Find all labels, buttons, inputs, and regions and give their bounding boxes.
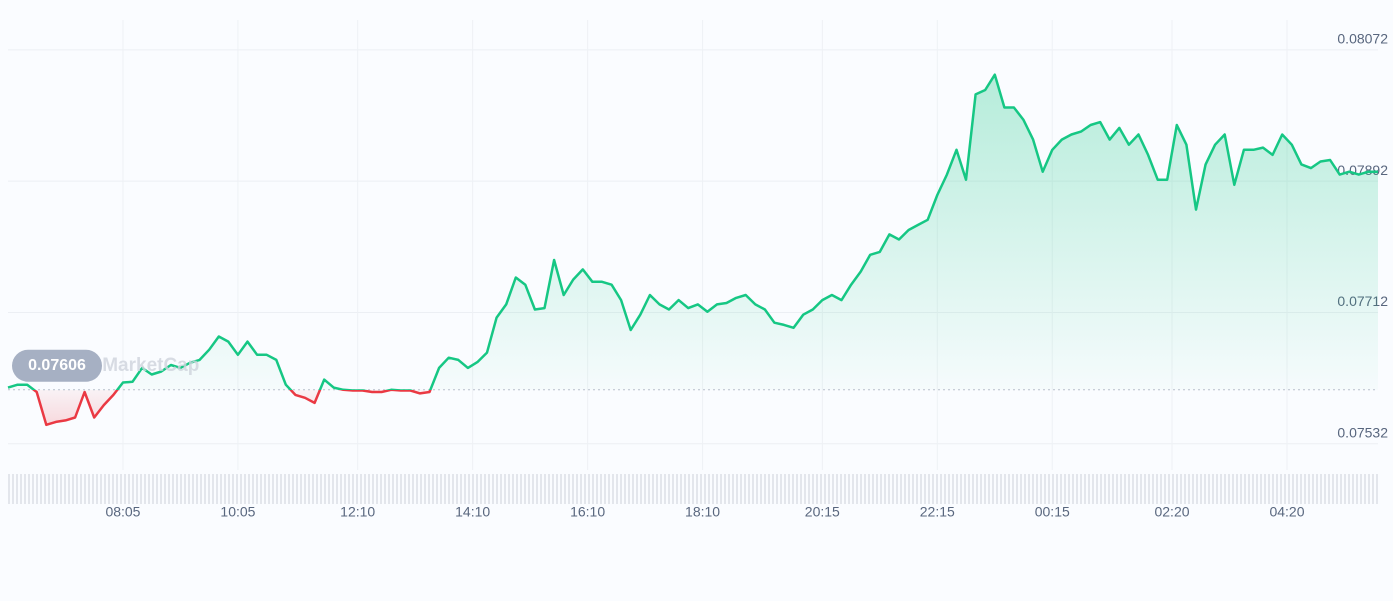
- x-tick-label: 16:10: [570, 504, 605, 520]
- x-tick-label: 22:15: [920, 504, 955, 520]
- x-tick-label: 18:10: [685, 504, 720, 520]
- x-tick-label: 14:10: [455, 504, 490, 520]
- x-tick-label: 10:05: [220, 504, 255, 520]
- x-tick-label: 04:20: [1269, 504, 1304, 520]
- price-line: [7, 73, 1378, 427]
- reference-label: 0.07606: [28, 357, 86, 374]
- volume-strip: [8, 474, 1378, 504]
- y-tick-label: 0.07532: [1337, 424, 1388, 440]
- x-tick-label: 00:15: [1035, 504, 1070, 520]
- y-tick-label: 0.08072: [1337, 31, 1388, 47]
- x-tick-label: 20:15: [805, 504, 840, 520]
- price-area: [8, 74, 1378, 425]
- x-tick-label: 02:20: [1154, 504, 1189, 520]
- reference-bubble: [12, 349, 102, 382]
- x-tick-label: 08:05: [105, 504, 140, 520]
- x-tick-label: 12:10: [340, 504, 375, 520]
